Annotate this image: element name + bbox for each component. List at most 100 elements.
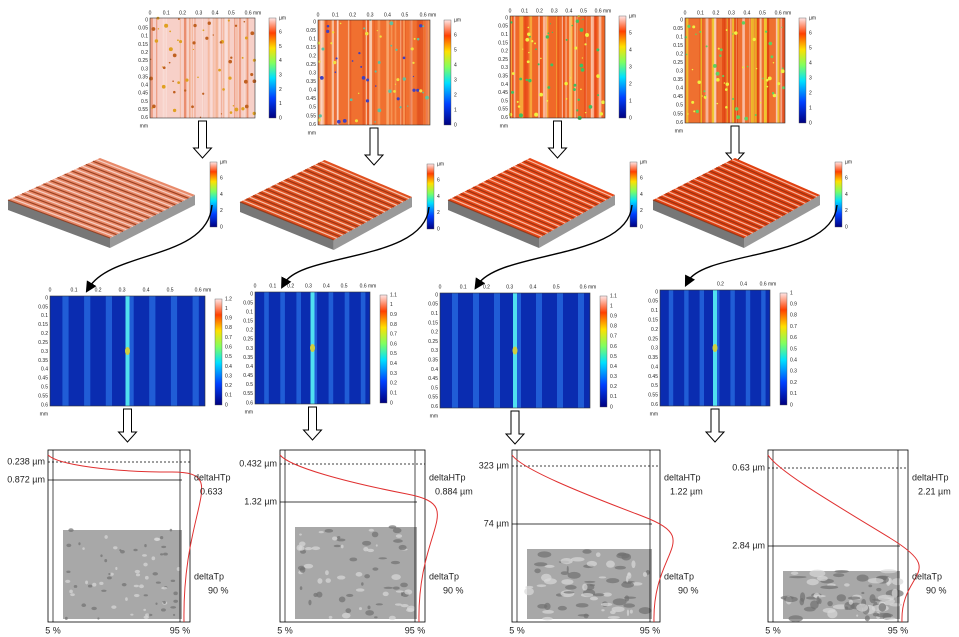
map-spot xyxy=(242,57,244,59)
map-spot xyxy=(692,25,695,28)
y-tick-label: 0.6 xyxy=(309,122,316,128)
autocorr-band xyxy=(264,292,269,404)
x-tick-label: 0.1 xyxy=(521,8,528,14)
map-stripe xyxy=(712,18,714,123)
y-tick-label: 0.1 xyxy=(676,34,683,40)
sem-texture xyxy=(606,561,615,568)
colorbar xyxy=(600,296,607,407)
delta-tp: deltaTp xyxy=(429,571,459,581)
map-spot xyxy=(596,48,599,51)
map-spot xyxy=(192,41,195,44)
sem-texture xyxy=(345,608,351,613)
sem-texture xyxy=(325,570,329,575)
map-spot xyxy=(185,79,188,82)
map-spot xyxy=(352,60,354,62)
colorbar-label: 0.5 xyxy=(610,354,617,360)
map-spot xyxy=(374,70,376,72)
y-tick-label: mm xyxy=(245,409,253,415)
map-spot xyxy=(412,62,414,64)
sem-texture xyxy=(837,594,846,601)
map-spot xyxy=(330,42,332,44)
colorbar-label: 5 xyxy=(454,47,457,53)
map-spot xyxy=(335,71,337,73)
delta-tp: deltaTp xyxy=(194,571,224,581)
x-tick-label: 0 xyxy=(49,287,52,293)
sem-texture xyxy=(144,616,149,619)
map-stripe xyxy=(742,18,743,123)
colorbar-label: 0.1 xyxy=(610,394,617,400)
y-tick-label: 0.55 xyxy=(428,395,438,401)
map-spot xyxy=(724,82,726,84)
sem-texture xyxy=(134,585,139,587)
x-tick-label: 0.4 xyxy=(384,12,391,18)
colorbar-label: 0 xyxy=(629,115,632,121)
map-spot xyxy=(527,27,529,29)
colorbar-label: 1.1 xyxy=(610,293,617,299)
y-tick-label: 0.5 xyxy=(676,103,683,109)
colorbar-label: 6 xyxy=(437,178,440,184)
map-stripe xyxy=(362,20,364,125)
x-tick-label: 0.5 xyxy=(580,8,587,14)
sem-texture xyxy=(581,593,593,597)
map-spot xyxy=(726,82,729,85)
sem-texture xyxy=(582,584,587,591)
sem-texture xyxy=(393,539,403,543)
colorbar-label: 0.6 xyxy=(610,344,617,350)
map-stripe xyxy=(756,18,757,123)
x-tick-label: 0.2 xyxy=(287,283,294,289)
map-spot xyxy=(773,62,774,63)
map-spot xyxy=(580,88,582,90)
down-arrow xyxy=(119,409,137,442)
autocorr-band xyxy=(193,296,199,406)
sem-texture xyxy=(396,590,404,592)
sem-texture xyxy=(107,576,112,579)
map-spot xyxy=(531,40,533,42)
x-tick-label: 0.2 xyxy=(483,284,490,290)
map-stripe xyxy=(236,18,237,118)
colorbar-label: 4 xyxy=(809,60,812,66)
y-tick-label: 0.3 xyxy=(501,65,508,71)
map-spot xyxy=(241,107,244,110)
map-spot xyxy=(703,90,705,92)
colorbar-label: µm xyxy=(437,161,444,167)
map-spot xyxy=(716,78,720,82)
colorbar-label: 0 xyxy=(437,226,440,232)
y-tick-label: 0.5 xyxy=(431,385,438,391)
sem-texture xyxy=(372,532,379,538)
map-spot xyxy=(253,112,256,115)
sem-texture xyxy=(365,610,374,616)
sem-texture xyxy=(789,615,803,622)
autocorr-peak xyxy=(310,344,315,352)
y-tick-label: 0.05 xyxy=(243,300,253,306)
map-spot xyxy=(527,60,530,63)
sem-texture xyxy=(100,554,102,557)
map-stripe xyxy=(166,18,167,118)
colorbar-label: 6 xyxy=(845,176,848,182)
delta-htp-value: 2.21 µm xyxy=(918,486,951,496)
colorbar-label: 0.8 xyxy=(390,322,397,328)
y-tick-label: 0 xyxy=(45,295,48,301)
map-spot xyxy=(772,92,774,94)
map-stripe xyxy=(228,18,230,118)
map-spot xyxy=(528,52,529,53)
map-spot xyxy=(548,86,551,89)
map-spot xyxy=(378,61,381,64)
sem-texture xyxy=(122,583,127,586)
sem-texture xyxy=(599,576,607,578)
map-spot xyxy=(725,88,728,91)
y-tick-label: 0.25 xyxy=(138,58,148,64)
map-spot xyxy=(552,32,553,33)
map-spot xyxy=(162,66,163,67)
sem-texture xyxy=(99,582,103,585)
colorbar-label: 0.8 xyxy=(225,325,232,331)
sem-texture xyxy=(406,608,414,612)
x-tick-label: 0.2 xyxy=(179,10,186,16)
x-left-label: 5 % xyxy=(765,625,781,635)
sem-texture xyxy=(812,595,825,598)
sem-texture xyxy=(590,584,595,586)
map-spot xyxy=(388,89,391,92)
map-spot xyxy=(736,115,740,119)
map-spot xyxy=(417,38,420,41)
map-stripe xyxy=(749,18,750,123)
sem-texture xyxy=(817,576,828,581)
